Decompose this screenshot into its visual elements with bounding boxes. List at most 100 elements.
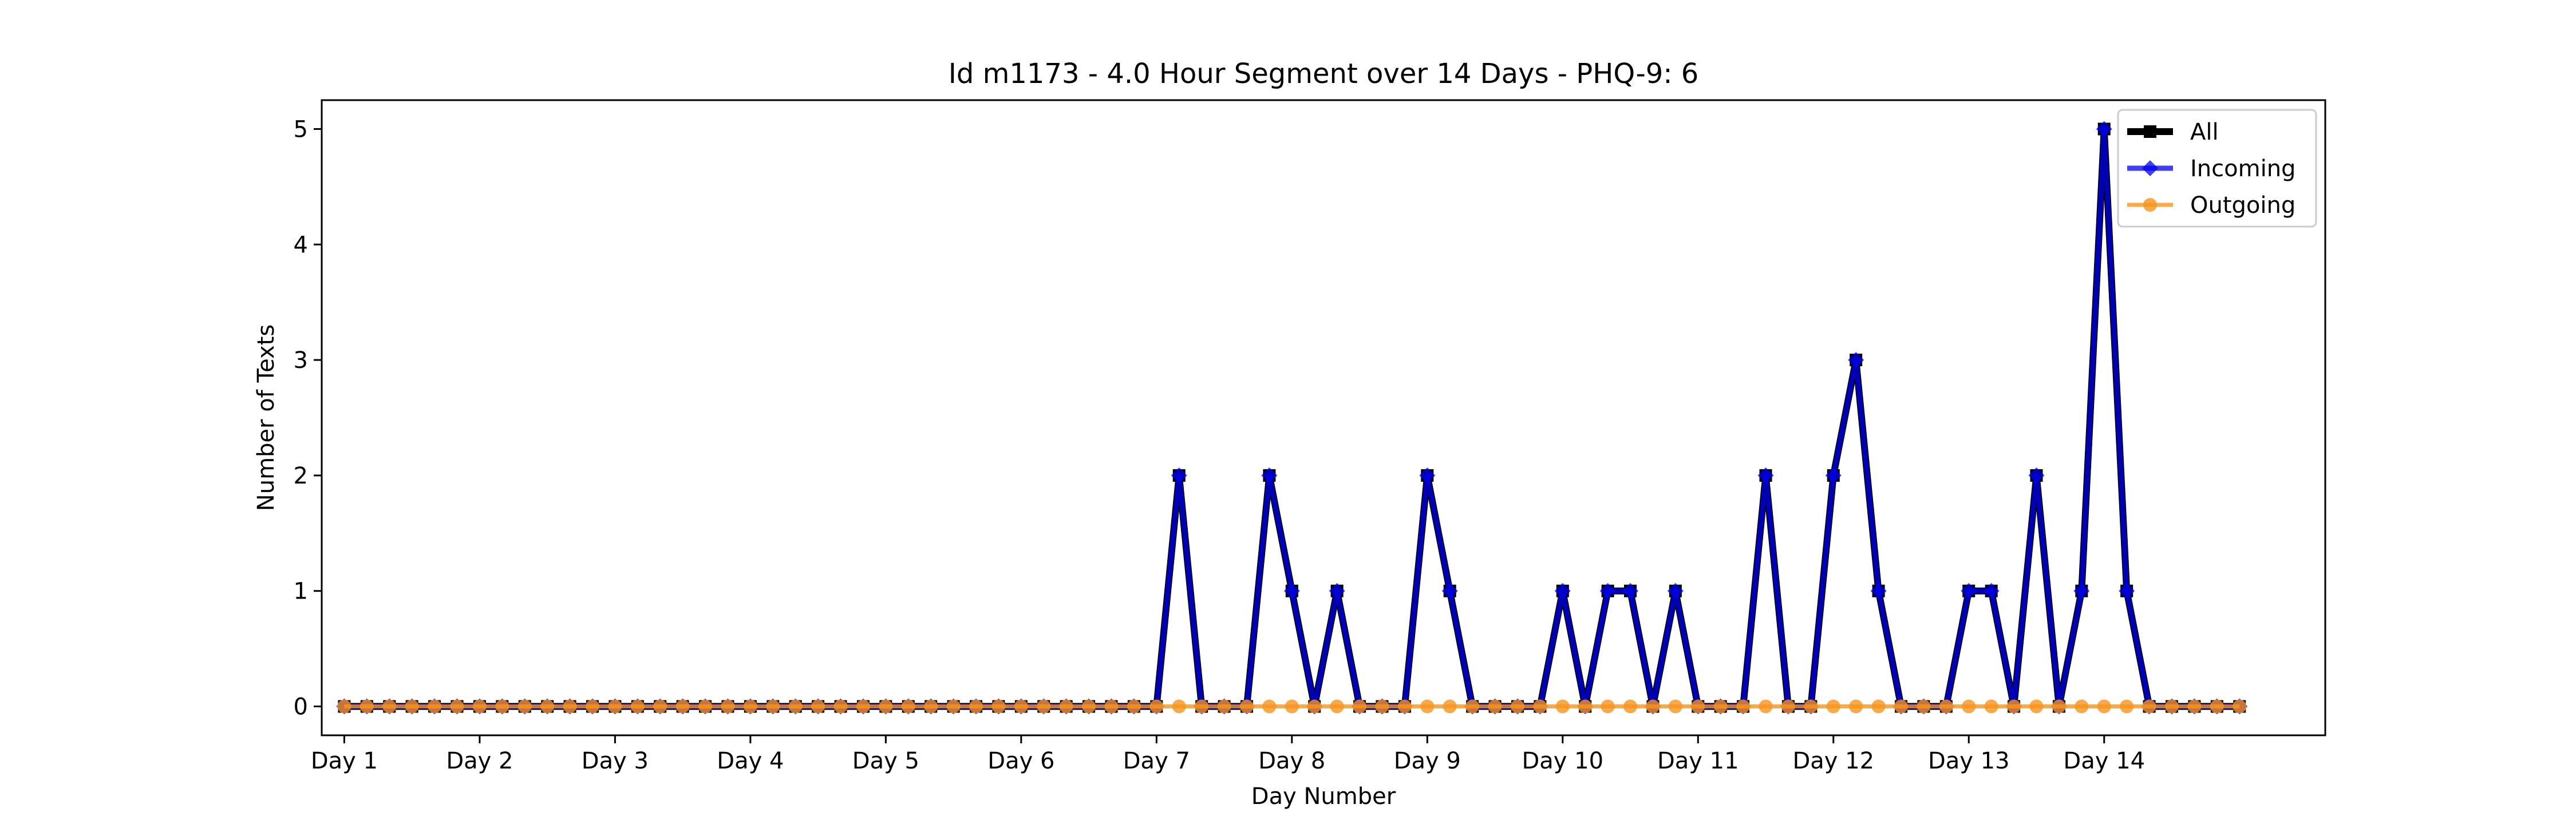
data-point-outgoing: [1510, 699, 1524, 714]
legend-label: Outgoing: [2190, 192, 2296, 219]
data-point-incoming: [2028, 467, 2045, 484]
data-point-outgoing: [1578, 699, 1593, 714]
data-point-outgoing: [721, 699, 735, 714]
data-point-incoming: [1419, 467, 1436, 484]
data-point-incoming: [1870, 583, 1887, 599]
data-point-outgoing: [1195, 699, 1209, 714]
data-point-outgoing: [901, 699, 915, 714]
x-tick-label: Day 12: [1792, 748, 1874, 774]
data-point-incoming: [1329, 583, 1345, 599]
data-point-incoming: [2119, 583, 2135, 599]
series-layer: [336, 121, 2248, 715]
x-tick-label: Day 4: [717, 748, 784, 774]
data-point-outgoing: [1082, 699, 1096, 714]
data-point-outgoing: [1759, 699, 1773, 714]
data-point-incoming: [2073, 583, 2090, 599]
data-point-outgoing: [2233, 699, 2247, 714]
x-tick-label: Day 13: [1928, 748, 2010, 774]
legend-label: Incoming: [2190, 156, 2296, 182]
data-point-outgoing: [1601, 699, 1615, 714]
data-point-outgoing: [1804, 699, 1818, 714]
data-point-outgoing: [1646, 699, 1660, 714]
x-tick-label: Day 1: [311, 748, 378, 774]
data-point-outgoing: [1465, 699, 1480, 714]
data-point-outgoing: [2210, 699, 2224, 714]
legend-box: [2117, 109, 2317, 228]
data-point-outgoing: [1149, 699, 1164, 714]
data-point-outgoing: [2187, 699, 2202, 714]
x-tick-label: Day 5: [852, 748, 919, 774]
data-point-outgoing: [1849, 699, 1863, 714]
data-point-outgoing: [1623, 699, 1638, 714]
data-point-outgoing: [2142, 699, 2156, 714]
y-axis-title: Number of Texts: [253, 324, 279, 511]
data-point-outgoing: [879, 699, 893, 714]
data-point-outgoing: [743, 699, 757, 714]
data-point-outgoing: [1488, 699, 1502, 714]
data-point-incoming: [1757, 467, 1774, 484]
data-point-outgoing: [653, 699, 667, 714]
data-point-incoming: [1622, 583, 1639, 599]
chart-title: Id m1173 - 4.0 Hour Segment over 14 Days…: [949, 58, 1699, 90]
data-point-outgoing: [382, 699, 397, 714]
data-point-outgoing: [1736, 699, 1751, 714]
data-point-incoming: [1961, 583, 1977, 599]
series-line-all: [344, 125, 2240, 710]
data-point-outgoing: [585, 699, 599, 714]
x-tick-label: Day 11: [1657, 748, 1739, 774]
data-point-outgoing: [1285, 699, 1299, 714]
data-point-outgoing: [1172, 699, 1186, 714]
data-point-outgoing: [1668, 699, 1682, 714]
data-point-outgoing: [1962, 699, 1976, 714]
data-point-outgoing: [359, 699, 374, 714]
data-point-outgoing: [1691, 699, 1705, 714]
data-point-incoming: [1261, 467, 1278, 484]
x-tick-label: Day 8: [1258, 748, 1325, 774]
data-point-outgoing: [1397, 699, 1412, 714]
x-tick-label: Day 3: [582, 748, 649, 774]
x-axis: Day 1 Day 2 Day 3 Day 4 Day 5 Day 6 Day 7 Day 8…: [311, 735, 2145, 774]
data-point-outgoing: [428, 699, 442, 714]
data-point-outgoing: [540, 699, 555, 714]
y-tick-label: 1: [294, 579, 308, 605]
data-point-outgoing: [1871, 699, 1886, 714]
y-tick-label: 3: [294, 347, 308, 374]
data-point-incoming: [1441, 583, 1458, 599]
legend-label: All: [2190, 119, 2219, 145]
data-point-outgoing: [1713, 699, 1728, 714]
data-point-outgoing: [1894, 699, 1909, 714]
data-point-outgoing: [2007, 699, 2021, 714]
data-point-outgoing: [788, 699, 803, 714]
data-point-outgoing: [2120, 699, 2134, 714]
series-incoming: [336, 121, 2248, 715]
data-point-outgoing: [1217, 699, 1231, 714]
data-point-outgoing: [1104, 699, 1119, 714]
data-point-outgoing: [1984, 699, 1998, 714]
x-tick-label: Day 14: [2063, 748, 2145, 774]
data-point-outgoing: [405, 699, 419, 714]
data-point-outgoing: [924, 699, 938, 714]
data-point-outgoing: [1353, 699, 1367, 714]
data-point-outgoing: [517, 699, 532, 714]
data-point-outgoing: [472, 699, 487, 714]
data-point-outgoing: [450, 699, 464, 714]
data-point-outgoing: [991, 699, 1006, 714]
legend-swatch-marker: [2144, 125, 2156, 138]
data-point-outgoing: [1239, 699, 1254, 714]
data-point-outgoing: [1127, 699, 1141, 714]
x-tick-label: Day 10: [1522, 748, 1603, 774]
data-point-outgoing: [698, 699, 713, 714]
x-tick-label: Day 7: [1123, 748, 1190, 774]
data-point-outgoing: [337, 699, 351, 714]
legend-item-all: All: [2127, 119, 2219, 145]
data-point-incoming: [1667, 583, 1684, 599]
legend-item-incoming: Incoming: [2127, 156, 2296, 182]
legend: All Incoming Outgoing: [2117, 109, 2317, 228]
y-axis: 0 1 2 3 4 5: [294, 116, 322, 720]
data-point-outgoing: [2075, 699, 2089, 714]
data-point-outgoing: [1014, 699, 1028, 714]
data-point-outgoing: [1917, 699, 1931, 714]
y-tick-label: 2: [294, 463, 308, 489]
x-tick-label: Day 6: [987, 748, 1054, 774]
x-tick-label: Day 9: [1394, 748, 1461, 774]
